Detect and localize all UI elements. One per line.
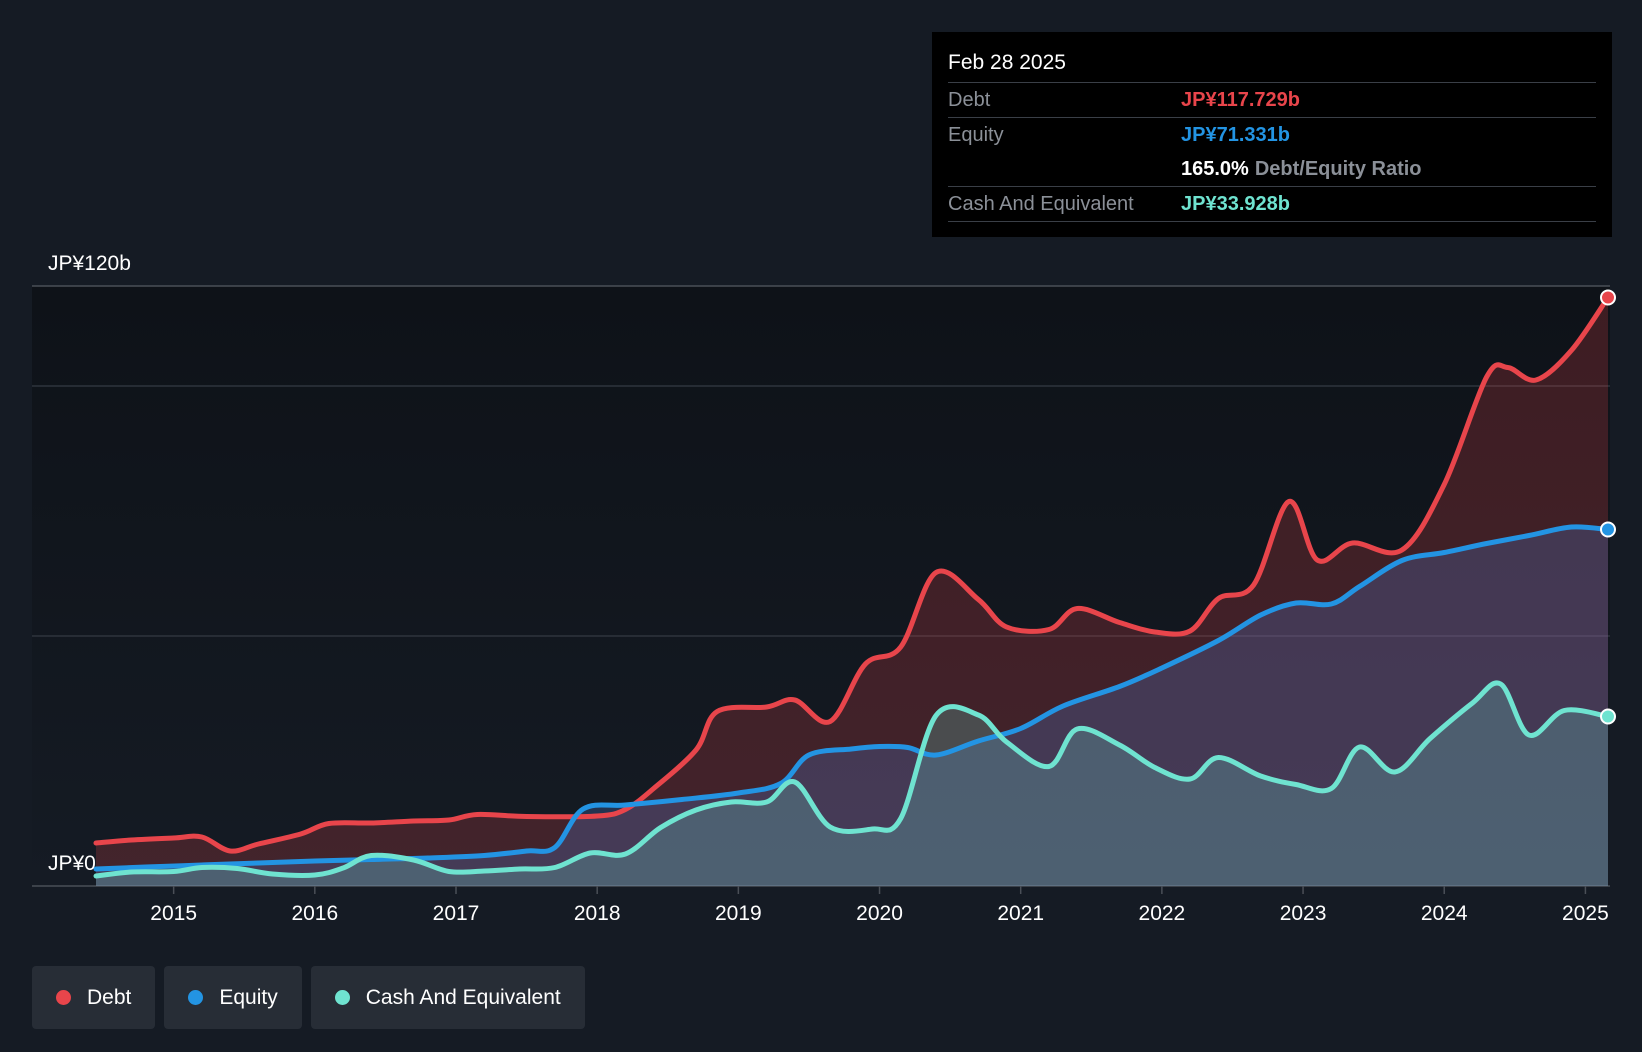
tooltip-ratio-label: Debt/Equity Ratio (1254, 157, 1422, 180)
legend-label-debt: Debt (87, 985, 132, 1009)
series-areas (96, 297, 1608, 886)
tooltip-panel: Feb 28 2025 Debt JP¥117.729b Equity JP¥7… (932, 32, 1612, 237)
tooltip-equity-value: JP¥71.331b (1181, 123, 1290, 146)
legend-item-debt[interactable]: Debt (32, 966, 156, 1029)
legend-label-equity: Equity (219, 985, 278, 1009)
tooltip-date: Feb 28 2025 (948, 46, 1596, 83)
legend-item-equity[interactable]: Equity (164, 966, 302, 1029)
x-tick-label: 2021 (997, 902, 1044, 925)
tooltip-debt-value: JP¥117.729b (1181, 88, 1300, 111)
cash-and-equivalent-line (93, 680, 1611, 879)
x-tick-label: 2015 (150, 902, 197, 925)
cash-and-equivalent-end-marker (1600, 708, 1616, 725)
x-tick-label: 2017 (433, 902, 480, 925)
tooltip-ratio-value: 165.0% (1181, 157, 1249, 180)
end-markers (1600, 289, 1616, 725)
legend-label-cash: Cash And Equivalent (365, 985, 561, 1009)
tooltip-debt-row: Debt JP¥117.729b (948, 83, 1596, 118)
x-tick-label: 2022 (1139, 902, 1186, 925)
tooltip-debt-label: Debt (948, 88, 991, 111)
x-tick-label: 2018 (574, 902, 621, 925)
cash-and-equivalent-area (96, 682, 1608, 886)
y-label-bottom: JP¥0 (48, 852, 96, 875)
tooltip-ratio-row: 165.0% Debt/Equity Ratio (948, 152, 1596, 187)
debt-area (96, 297, 1608, 886)
equity-area (96, 526, 1608, 886)
x-tick-label: 2016 (291, 902, 338, 925)
tooltip-cash-value: JP¥33.928b (1181, 192, 1290, 215)
x-tick-label: 2019 (715, 902, 762, 925)
tooltip-equity-row: Equity JP¥71.331b (948, 118, 1596, 152)
debt-line (93, 295, 1611, 854)
x-axis-ticks: 2015 2016 2017 2018 2019 2020 2021 2022 2023 2024… (150, 886, 1609, 925)
y-label-top: JP¥120b (48, 252, 131, 275)
legend-item-cash[interactable]: Cash And Equivalent (310, 966, 585, 1029)
x-tick-label: 2024 (1421, 902, 1468, 925)
legend: Debt Equity Cash And Equivalent (32, 966, 585, 1029)
debt-end-marker (1600, 289, 1616, 306)
tooltip-cash-row: Cash And Equivalent JP¥33.928b (948, 187, 1596, 222)
tooltip-equity-label: Equity (948, 123, 1004, 146)
tooltip-cash-label: Cash And Equivalent (948, 192, 1134, 215)
equity-end-marker (1600, 521, 1616, 538)
equity-line (93, 524, 1611, 872)
legend-dot-icon (334, 990, 350, 1005)
x-tick-label: 2023 (1280, 902, 1327, 925)
legend-dot-icon (188, 990, 204, 1005)
grid-lines (32, 285, 1610, 887)
series-lines (93, 295, 1611, 879)
legend-dot-icon (56, 990, 71, 1005)
x-tick-label: 2020 (856, 902, 903, 925)
x-tick-label: 2025 (1562, 902, 1609, 925)
